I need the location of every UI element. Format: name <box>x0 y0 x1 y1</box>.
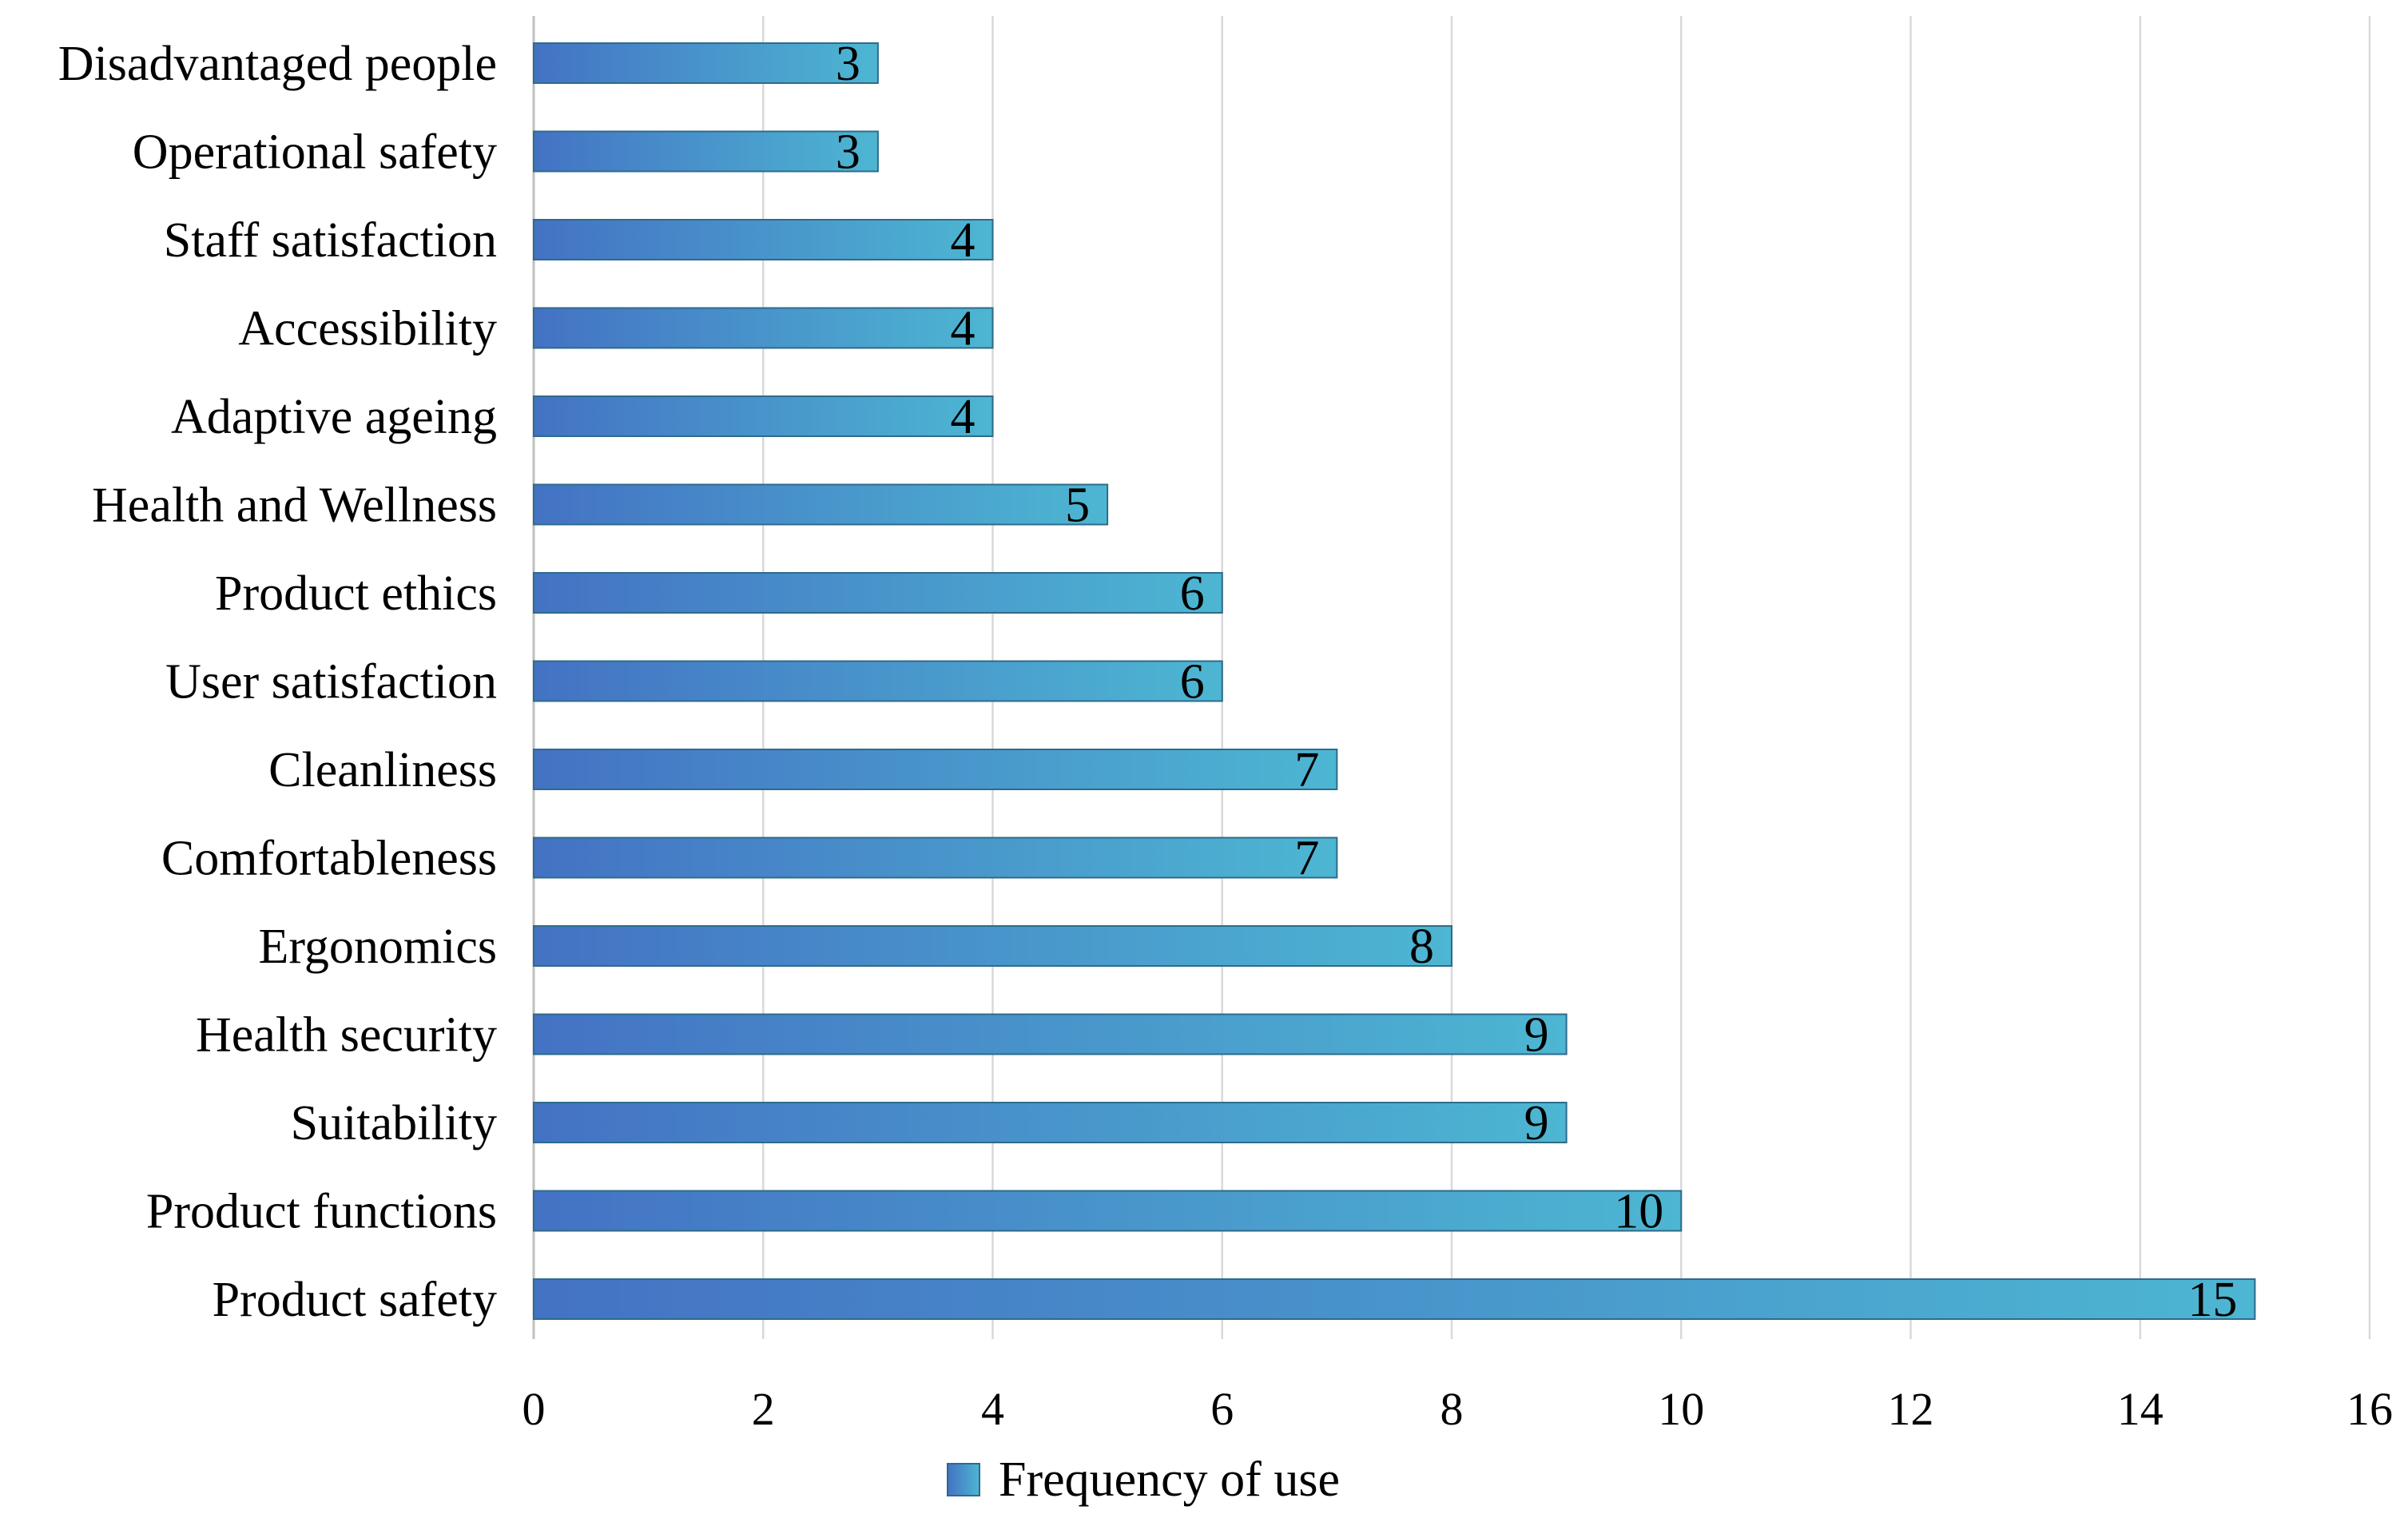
data-label: 4 <box>951 302 976 356</box>
x-tick-labels: 0 2 4 6 8 10 12 14 16 <box>523 1383 2394 1435</box>
category-label: Disadvantaged people <box>58 37 497 91</box>
data-label: 7 <box>1294 832 1319 886</box>
bar <box>533 1278 2256 1320</box>
x-tick-label: 16 <box>2346 1383 2393 1435</box>
data-label: 4 <box>951 213 976 268</box>
legend-label: Frequency of use <box>999 1453 1340 1507</box>
data-label: 3 <box>836 125 860 180</box>
bars <box>533 42 2256 1320</box>
category-label: Accessibility <box>238 302 497 356</box>
data-labels: 3 3 4 4 4 5 6 6 7 7 8 9 9 10 15 <box>836 37 2238 1327</box>
x-tick-label: 2 <box>752 1383 775 1435</box>
bar <box>533 483 1109 526</box>
data-label: 9 <box>1524 1096 1549 1150</box>
x-tick-label: 6 <box>1210 1383 1234 1435</box>
legend: Frequency of use <box>947 1453 1340 1507</box>
bar <box>533 1190 1683 1232</box>
category-labels: Disadvantaged people Operational safety St… <box>58 37 497 1327</box>
data-label: 15 <box>2187 1273 2237 1327</box>
bar <box>533 749 1338 790</box>
bar <box>533 307 994 349</box>
bar <box>533 1102 1568 1143</box>
data-label: 6 <box>1180 655 1205 709</box>
bar <box>533 130 879 173</box>
data-label: 6 <box>1180 566 1205 621</box>
x-tick-label: 10 <box>1658 1383 1704 1435</box>
data-label: 3 <box>836 37 860 91</box>
x-tick-label: 12 <box>1888 1383 1934 1435</box>
category-label: Suitability <box>291 1096 497 1150</box>
bar <box>533 572 1223 614</box>
category-label: Cleanliness <box>268 743 497 797</box>
legend-swatch <box>947 1463 980 1496</box>
data-label: 8 <box>1409 920 1434 974</box>
data-label: 5 <box>1065 479 1090 533</box>
bar <box>533 219 994 260</box>
category-label: Health security <box>196 1008 497 1063</box>
x-tick-label: 8 <box>1440 1383 1464 1435</box>
data-label: 7 <box>1294 743 1319 797</box>
category-label: Product safety <box>213 1273 497 1327</box>
x-tick-label: 14 <box>2117 1383 2164 1435</box>
x-tick-label: 0 <box>523 1383 546 1435</box>
data-label: 4 <box>951 390 976 444</box>
bar <box>533 42 879 84</box>
category-label: Operational safety <box>133 125 497 180</box>
category-label: Ergonomics <box>259 920 498 974</box>
data-label: 9 <box>1524 1008 1549 1063</box>
category-label: Staff satisfaction <box>164 213 497 268</box>
category-label: Health and Wellness <box>92 479 497 533</box>
category-label: User satisfaction <box>165 655 497 709</box>
category-label: Adaptive ageing <box>171 390 497 444</box>
bar <box>533 925 1452 967</box>
bar <box>533 660 1223 702</box>
x-tick-label: 4 <box>981 1383 1004 1435</box>
bar <box>533 837 1338 879</box>
data-label: 10 <box>1614 1185 1663 1239</box>
bar <box>533 395 994 437</box>
category-label: Product ethics <box>215 566 497 621</box>
category-label: Product functions <box>146 1185 497 1239</box>
category-label: Comfortableness <box>161 832 497 886</box>
bar <box>533 1013 1568 1055</box>
